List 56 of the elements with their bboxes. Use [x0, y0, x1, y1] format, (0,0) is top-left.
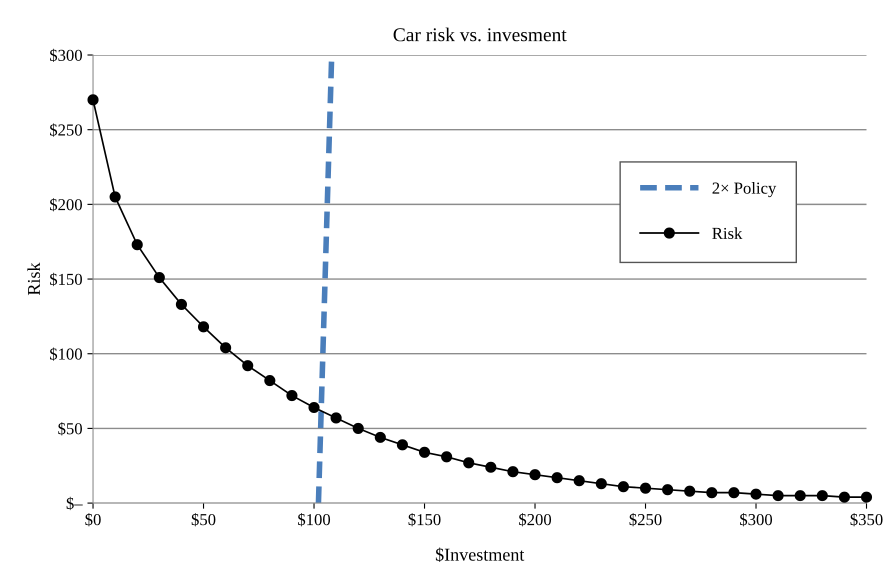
legend-label: Risk — [712, 227, 742, 240]
point — [463, 457, 474, 468]
y-tick-label: $250 — [50, 123, 82, 137]
point — [838, 492, 850, 503]
x-tick-label: $100 — [298, 513, 330, 526]
point — [87, 94, 99, 106]
point — [596, 478, 607, 490]
point — [264, 375, 276, 386]
point — [418, 446, 430, 458]
point — [816, 490, 828, 502]
point — [618, 481, 629, 492]
point — [794, 490, 806, 502]
point — [860, 492, 872, 503]
point — [772, 490, 784, 502]
y-tick-label: $150 — [50, 272, 82, 286]
x-tick-label: $150 — [408, 513, 441, 526]
y-tick-label: $50 — [58, 422, 82, 436]
point — [750, 488, 762, 500]
y-axis-title: Risk — [27, 262, 40, 296]
point — [198, 321, 210, 332]
x-tick-label: $50 — [192, 513, 216, 526]
point — [529, 469, 541, 480]
point — [552, 472, 563, 484]
point — [374, 432, 386, 443]
point — [242, 360, 254, 372]
x-tick-label: $300 — [740, 513, 772, 526]
x-axis-title: $Investment — [436, 548, 524, 562]
point — [286, 390, 298, 402]
point — [154, 272, 165, 284]
point — [352, 422, 364, 434]
point — [220, 342, 232, 354]
legend-label: 2× Policy — [712, 182, 776, 198]
point — [396, 439, 408, 450]
point — [706, 487, 718, 498]
y-tick-label: $300 — [50, 48, 82, 62]
x-tick-label: $350 — [850, 513, 883, 526]
point — [176, 298, 187, 310]
x-tick-label: $250 — [630, 513, 662, 526]
y-tick-label: $– — [66, 496, 83, 510]
point — [308, 402, 320, 414]
y-tick-label: $200 — [50, 198, 82, 212]
point — [330, 412, 342, 424]
point — [507, 466, 518, 478]
point — [662, 484, 674, 496]
x-tick-label: $0 — [85, 513, 101, 526]
point — [110, 191, 121, 202]
point — [728, 487, 740, 498]
chart-title: Car risk vs. invesment — [394, 28, 567, 42]
point — [485, 462, 496, 473]
point — [684, 486, 696, 497]
point — [640, 482, 652, 494]
point — [132, 239, 143, 250]
y-tick-label: $100 — [50, 347, 82, 361]
point — [574, 475, 585, 486]
point — [441, 451, 452, 462]
x-tick-label: $200 — [519, 513, 552, 526]
